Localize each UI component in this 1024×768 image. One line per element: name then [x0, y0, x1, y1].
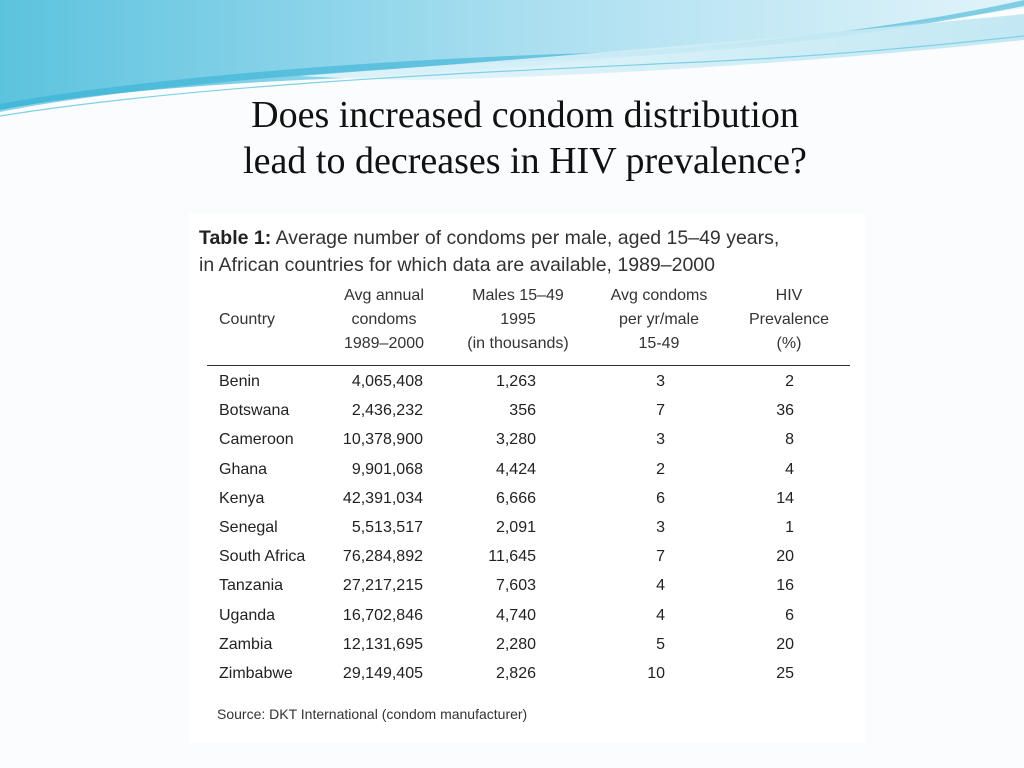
table-caption-label: Table 1: [199, 227, 272, 249]
cell-males-15-49: 1,263 [495, 373, 536, 390]
cell-country: Ghana [219, 460, 268, 478]
cell-avg-annual-condoms: 5,513,517 [351, 518, 423, 536]
cell-males-15-49: 4,424 [495, 460, 536, 478]
cell-hiv-prevalence: 1 [785, 518, 794, 536]
table-body: Benin 4,065,408 1,263 3 2 Botswana 2,436,232 35… [189, 367, 865, 688]
header-hiv-prevalence: HIV Prevalence (%) [748, 287, 830, 352]
table-row: Kenya 42,391,034 6,666 6 14 [189, 484, 865, 513]
cell-avg-annual-condoms: 42,391,034 [342, 489, 423, 507]
cell-avg-condoms-per-male: 10 [647, 664, 665, 682]
cell-hiv-prevalence: 8 [785, 431, 794, 449]
header-avg-condoms-per-male: Avg condoms per yr/male 15-49 [610, 287, 708, 352]
cell-hiv-prevalence: 20 [776, 635, 794, 653]
cell-avg-condoms-per-male: 4 [656, 577, 665, 595]
cell-males-15-49: 3,280 [495, 431, 536, 449]
cell-males-15-49: 2,091 [495, 518, 536, 536]
cell-avg-annual-condoms: 27,217,215 [342, 577, 423, 595]
cell-avg-annual-condoms: 29,149,405 [342, 664, 423, 682]
cell-avg-annual-condoms: 16,702,846 [342, 606, 423, 624]
header-divider [207, 365, 850, 366]
cell-avg-annual-condoms: 76,284,892 [342, 548, 423, 566]
cell-country: Zambia [219, 635, 273, 653]
table-row: Ghana 9,901,068 4,424 2 4 [189, 455, 865, 484]
header-avg-annual-condoms: Avg annual condoms 1989–2000 [343, 287, 425, 352]
cell-males-15-49: 6,666 [495, 489, 536, 507]
table-caption-text-2: in African countries for which data are … [199, 254, 715, 276]
table-row: Tanzania 27,217,215 7,603 4 16 [189, 571, 865, 600]
cell-hiv-prevalence: 25 [776, 664, 794, 682]
cell-avg-condoms-per-male: 6 [656, 489, 665, 507]
table-row: Zambia 12,131,695 2,280 5 20 [189, 630, 865, 659]
table-row: Benin 4,065,408 1,263 3 2 [189, 367, 865, 396]
cell-avg-condoms-per-male: 7 [656, 548, 665, 566]
slide-title: Does increased condom distribution lead … [160, 92, 890, 184]
cell-males-15-49: 356 [509, 402, 536, 420]
cell-avg-condoms-per-male: 3 [656, 373, 665, 390]
cell-country: Cameroon [219, 431, 294, 449]
cell-hiv-prevalence: 20 [776, 548, 794, 566]
slide-title-line-2: lead to decreases in HIV prevalence? [243, 140, 807, 182]
header-males-15-49: Males 15–49 1995 (in thousands) [467, 287, 569, 352]
header-swoosh-decoration [0, 0, 1024, 117]
cell-avg-annual-condoms: 10,378,900 [342, 431, 423, 449]
table-row: Cameroon 10,378,900 3,280 3 8 [189, 425, 865, 454]
cell-males-15-49: 7,603 [495, 577, 536, 595]
cell-males-15-49: 2,280 [495, 635, 536, 653]
cell-country: Zimbabwe [219, 664, 293, 682]
cell-avg-condoms-per-male: 4 [656, 606, 665, 624]
cell-males-15-49: 4,740 [495, 606, 536, 624]
cell-avg-condoms-per-male: 7 [656, 402, 665, 420]
table-row: South Africa 76,284,892 11,645 7 20 [189, 542, 865, 571]
table-source-note: Source: DKT International (condom manufa… [217, 706, 528, 722]
cell-avg-condoms-per-male: 5 [656, 635, 665, 653]
cell-hiv-prevalence: 2 [785, 373, 794, 390]
table-row: Botswana 2,436,232 356 7 36 [189, 396, 865, 425]
cell-hiv-prevalence: 36 [776, 402, 794, 420]
cell-hiv-prevalence: 4 [785, 460, 794, 478]
table-row: Uganda 16,702,846 4,740 4 6 [189, 601, 865, 630]
cell-country: Senegal [219, 518, 278, 536]
table-caption: Table 1: Average number of condoms per m… [199, 225, 859, 279]
cell-country: Uganda [219, 606, 276, 624]
cell-males-15-49: 2,826 [495, 664, 536, 682]
cell-avg-annual-condoms: 4,065,408 [351, 373, 423, 390]
cell-country: South Africa [219, 548, 306, 566]
table-header-row: Country Avg annual condoms 1989–2000 Mal… [189, 281, 865, 359]
cell-avg-annual-condoms: 2,436,232 [351, 402, 423, 420]
cell-males-15-49: 11,645 [488, 548, 536, 566]
cell-country: Botswana [219, 402, 290, 420]
cell-avg-condoms-per-male: 3 [656, 518, 665, 536]
cell-hiv-prevalence: 16 [776, 577, 794, 595]
cell-avg-annual-condoms: 12,131,695 [342, 635, 423, 653]
cell-avg-condoms-per-male: 3 [656, 431, 665, 449]
slide-title-line-1: Does increased condom distribution [251, 94, 799, 136]
cell-country: Benin [219, 373, 260, 390]
table-row: Senegal 5,513,517 2,091 3 1 [189, 513, 865, 542]
cell-avg-annual-condoms: 9,901,068 [351, 460, 423, 478]
table-caption-text-1: Average number of condoms per male, aged… [275, 227, 780, 249]
cell-country: Tanzania [219, 577, 284, 595]
header-country: Country [219, 311, 276, 328]
cell-hiv-prevalence: 14 [776, 489, 794, 507]
cell-country: Kenya [219, 489, 265, 507]
table-row: Zimbabwe 29,149,405 2,826 10 25 [189, 659, 865, 688]
cell-hiv-prevalence: 6 [785, 606, 794, 624]
table-image-panel: Table 1: Average number of condoms per m… [189, 213, 865, 743]
cell-avg-condoms-per-male: 2 [656, 460, 665, 478]
